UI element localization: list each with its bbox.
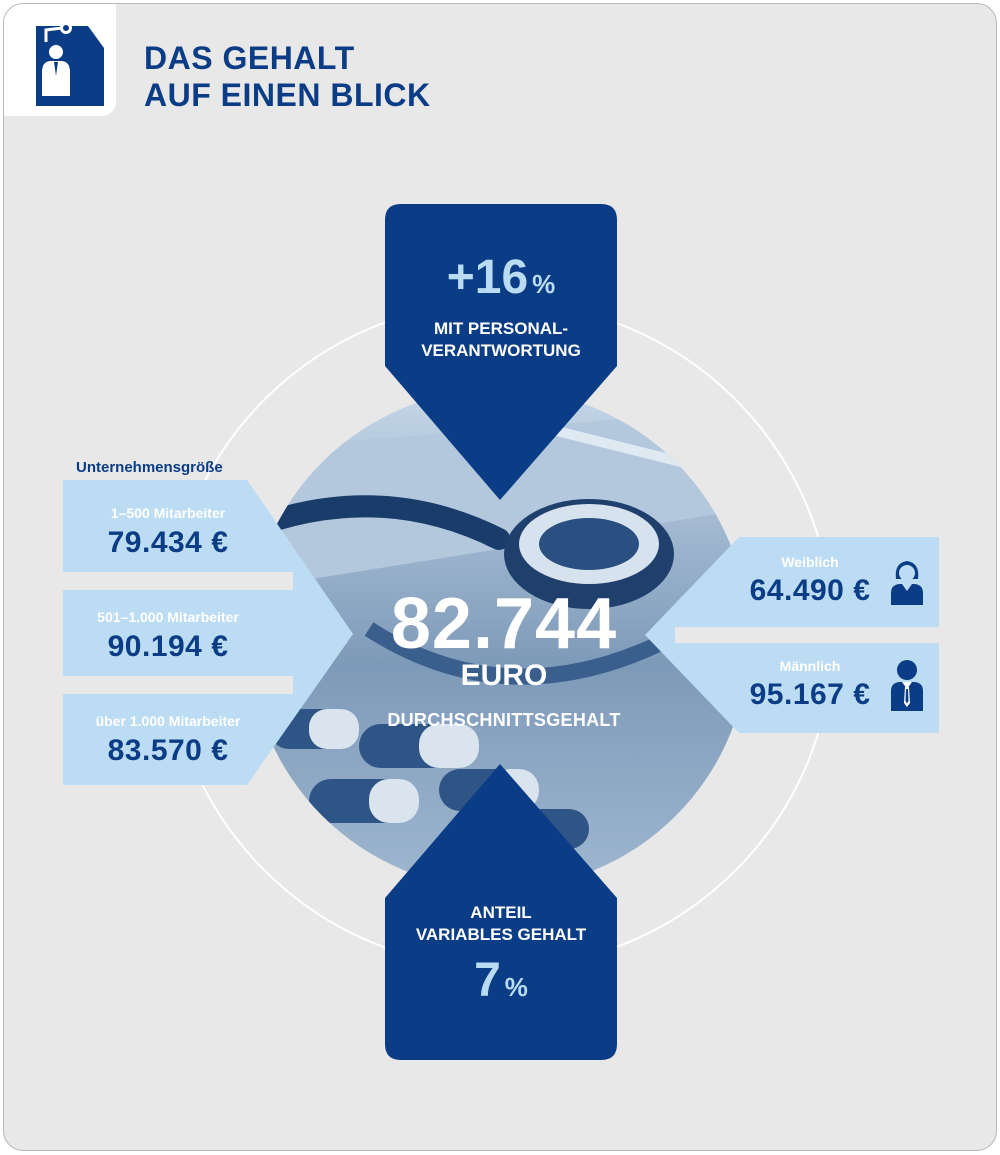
leadership-label-line-1: MIT PERSONAL- (433, 319, 569, 338)
gender-arrow (645, 537, 939, 733)
variable-salary-unit: % (504, 972, 528, 1002)
variable-salary-label-line-2: VARIABLES GEHALT (415, 925, 587, 944)
company-size-value-3: 83.570 € (107, 734, 229, 767)
man-icon (891, 660, 923, 711)
top-arrow-box (385, 204, 617, 500)
leadership-percentage: +16% (385, 250, 617, 305)
stethoscope-doctor-icon (36, 22, 104, 106)
leadership-label-line-2: VERANTWORTUNG (421, 341, 581, 360)
average-salary-value: 82.744 (390, 584, 618, 664)
title-line-1: DAS GEHALT (144, 40, 355, 76)
gender-label-female: Weiblich (781, 554, 839, 570)
header-icon-tab (4, 4, 116, 116)
gender-value-female: 64.490 € (749, 574, 871, 607)
variable-salary-label: ANTEIL VARIABLES GEHALT (385, 902, 617, 946)
gender-value-male: 95.167 € (749, 678, 871, 711)
leadership-value: +16 (446, 251, 529, 304)
variable-salary-value: 7 (474, 954, 501, 1007)
infographic-card: DAS GEHALT AUF EINEN BLICK (3, 3, 997, 1151)
page-title: DAS GEHALT AUF EINEN BLICK (144, 40, 431, 114)
leadership-label: MIT PERSONAL- VERANTWORTUNG (385, 318, 617, 362)
company-size-heading: Unternehmensgröße (76, 459, 223, 476)
company-size-value-1: 79.434 € (107, 526, 229, 559)
company-size-label-3: über 1.000 Mitarbeiter (95, 713, 241, 729)
leadership-unit: % (532, 269, 556, 299)
variable-salary-label-line-1: ANTEIL (470, 903, 532, 922)
bottom-arrow-box (385, 764, 617, 1060)
company-size-arrow (63, 480, 353, 785)
company-size-label-2: 501–1.000 Mitarbeiter (97, 609, 239, 625)
title-line-2: AUF EINEN BLICK (144, 77, 431, 113)
woman-icon (891, 561, 923, 605)
gender-label-male: Männlich (779, 658, 841, 674)
variable-salary-percentage: 7% (385, 953, 617, 1008)
average-salary-unit: EURO (460, 659, 548, 692)
company-size-value-2: 90.194 € (107, 630, 229, 663)
average-salary-label: DURCHSCHNITTSGEHALT (387, 710, 621, 730)
company-size-label-1: 1–500 Mitarbeiter (110, 505, 226, 521)
